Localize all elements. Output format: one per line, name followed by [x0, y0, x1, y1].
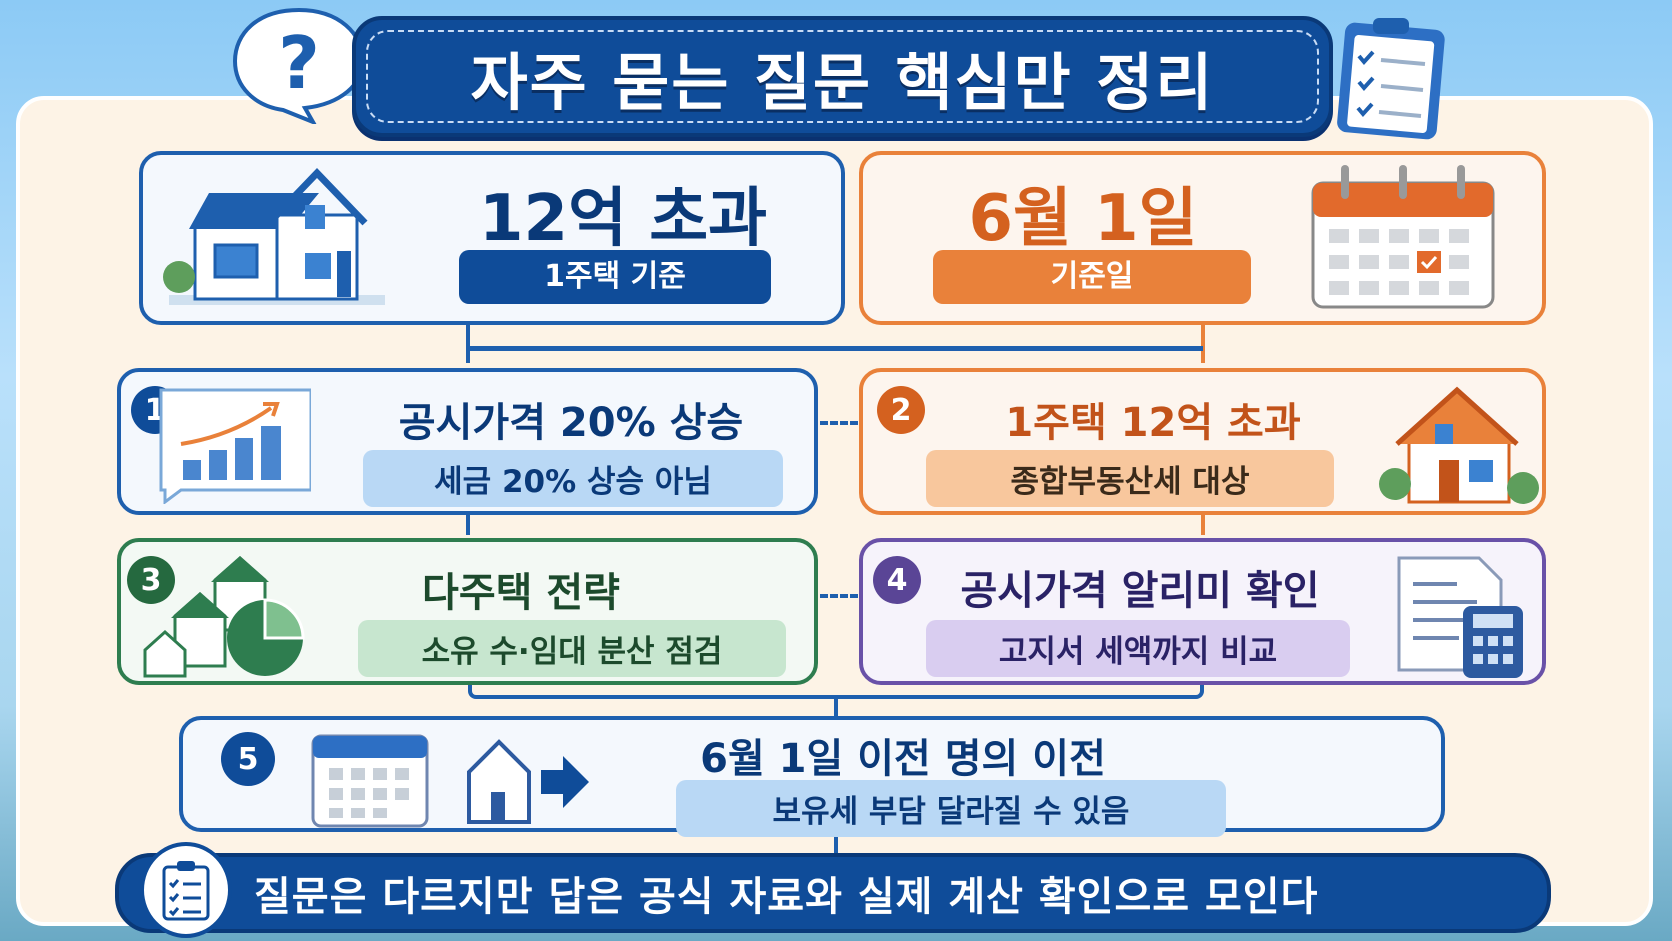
item-1-subtitle: 세금 20% 상승 아님 [363, 450, 783, 507]
item-2-card: 2 1주택 12억 초과 종합부동산세 대상 [859, 368, 1546, 515]
item-4-number: 4 [873, 556, 921, 604]
threshold-label: 1주택 기준 [459, 250, 771, 304]
question-bubble-icon: ? [229, 6, 369, 126]
item-4-subtitle: 고지서 세액까지 비교 [926, 620, 1350, 677]
item-5-title: 6월 1일 이전 명의 이전 [700, 736, 1106, 782]
item-3-title: 다주택 전략 [422, 570, 620, 616]
item-2-subtitle: 종합부동산세 대상 [926, 450, 1334, 507]
threshold-headline: 12억 초과 [479, 182, 767, 256]
page-title: 자주 묻는 질문 핵심만 정리 [352, 16, 1333, 137]
svg-text:?: ? [278, 21, 320, 105]
houses-pie-chart-icon [135, 550, 315, 684]
item-4-card: 4 공시가격 알리미 확인 고지서 세액까지 비교 [859, 538, 1546, 685]
house-icon [1373, 384, 1543, 513]
item-4-title: 공시가격 알리미 확인 [960, 568, 1320, 614]
title-text: 자주 묻는 질문 핵심만 정리 [470, 45, 1215, 119]
item-5-card: 5 6월 1일 이전 명의 이전 보유세 부담 달라질 수 있음 [179, 716, 1445, 837]
bar-chart-icon [151, 386, 313, 508]
house-icon [155, 165, 395, 319]
item-3-number: 3 [127, 556, 175, 604]
threshold-card: 12억 초과 1주택 기준 [139, 151, 845, 325]
clipboard-checklist-icon [1333, 12, 1451, 140]
item-1-card: 1 공시가격 20% 상승 세금 20% 상승 아님 [117, 368, 818, 515]
calendar-icon [1305, 163, 1495, 317]
item-1-title: 공시가격 20% 상승 [398, 400, 744, 446]
checklist-icon [140, 842, 232, 938]
reference-date-label: 기준일 [933, 250, 1251, 304]
summary-text: 질문은 다르지만 답은 공식 자료와 실제 계산 확인으로 모인다 [254, 874, 1319, 920]
summary-banner: 질문은 다르지만 답은 공식 자료와 실제 계산 확인으로 모인다 [115, 853, 1551, 933]
document-calculator-icon [1393, 550, 1533, 684]
item-5-subtitle: 보유세 부담 달라질 수 있음 [676, 780, 1226, 837]
reference-date-card: 6월 1일 기준일 [859, 151, 1546, 325]
reference-date-headline: 6월 1일 [968, 182, 1198, 256]
item-3-card: 3 다주택 전략 소유 수·임대 분산 점검 [117, 538, 818, 685]
item-2-number: 2 [877, 386, 925, 434]
item-3-subtitle: 소유 수·임대 분산 점검 [358, 620, 786, 677]
calendar-house-arrow-icon [309, 722, 609, 836]
item-5-number: 5 [221, 732, 275, 786]
item-2-title: 1주택 12억 초과 [1005, 400, 1301, 446]
